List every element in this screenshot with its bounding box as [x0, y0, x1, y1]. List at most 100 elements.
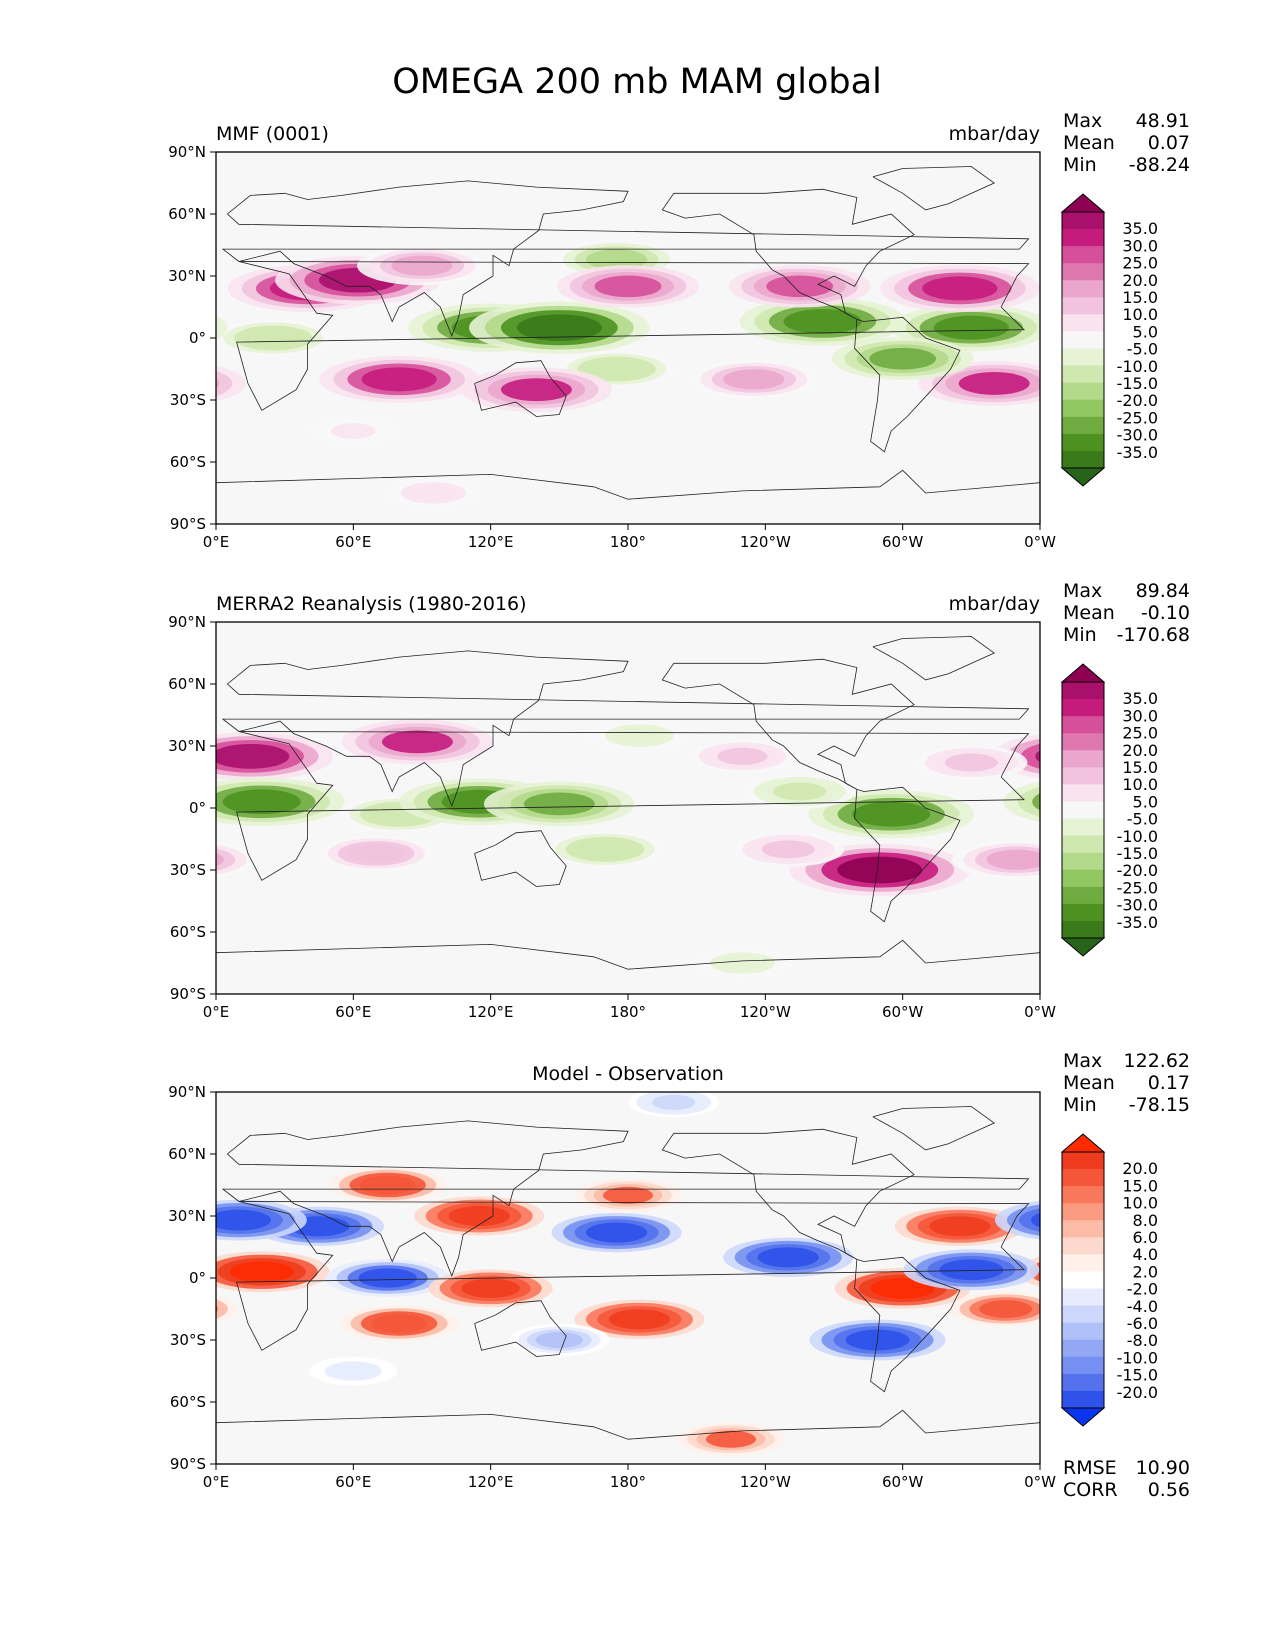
colorbar-label: -35.0: [1117, 913, 1158, 932]
panel-model: 0°E 60°E 120°E 180° 120°W 60°W 0°W 90°N 60°N 30°N…: [110, 110, 1190, 551]
colorbar-label: 6.0: [1133, 1228, 1158, 1247]
colorbar-label: 20.0: [1122, 1159, 1158, 1178]
field-blob-wrap-north_atlantic_subtropics: [121, 754, 174, 772]
stat-mean-label: Mean: [1063, 1072, 1115, 1094]
field-blob-wrap-atlantic_itcz: [91, 1253, 203, 1287]
field-blob-north_pacific_jet: [585, 249, 648, 270]
colorbar-label: 35.0: [1122, 689, 1158, 708]
colorbar-label: -6.0: [1127, 1314, 1158, 1333]
colorbar-label: 2.0: [1133, 1262, 1158, 1281]
y-tick-label: 90°N: [168, 613, 206, 631]
y-tick-label: 60°S: [170, 1393, 206, 1411]
y-tick-label: 60°N: [168, 1145, 206, 1163]
field-blob-west_pacific_warm_pool: [516, 314, 602, 342]
colorbar-label: 20.0: [1122, 271, 1158, 290]
colorbar-segment: [1062, 920, 1104, 939]
coastline-0: [236, 731, 1030, 881]
colorbar-label: 10.0: [1122, 1194, 1158, 1213]
figure-title: OMEGA 200 mb MAM global: [392, 62, 882, 102]
stat-mean-label: Mean: [1063, 132, 1115, 154]
colorbar-segment: [1062, 869, 1104, 888]
field-blob-wrap-tropical_africa: [1032, 793, 1040, 811]
stat-min-value: -78.15: [1129, 1094, 1190, 1116]
colorbar-label: -5.0: [1127, 340, 1158, 359]
colorbar-label: -10.0: [1117, 1348, 1158, 1367]
colorbar-segment: [1062, 331, 1104, 350]
panel-center-title: Model - Observation: [532, 1063, 724, 1085]
panel-difference: 0°E 60°E 120°E 180° 120°W 60°W 0°W 90°N 60°N 30°N…: [91, 1050, 1190, 1501]
field-blob-eastern_pacific_itcz: [773, 782, 827, 801]
corr-label: CORR: [1063, 1479, 1118, 1501]
colorbar-label: -8.0: [1127, 1331, 1158, 1350]
panel-left-title: MMF (0001): [216, 123, 329, 145]
colorbar-segment: [1062, 1237, 1104, 1255]
colorbar-label: -5.0: [1127, 810, 1158, 829]
colorbar-label: -15.0: [1117, 844, 1158, 863]
field-layer: [110, 239, 1040, 509]
colorbar-segment: [1062, 433, 1104, 452]
colorbar-segment: [1062, 212, 1104, 230]
x-tick-label: 120°W: [740, 533, 791, 551]
x-tick-label: 120°E: [468, 1003, 514, 1021]
colorbar-label: 5.0: [1133, 792, 1158, 811]
field-blob-wrap-tropical_africa: [1017, 786, 1040, 817]
colorbar-segment: [1062, 1390, 1104, 1409]
field-blob-antarctic_pacific: [706, 1430, 756, 1448]
y-tick-label: 90°N: [168, 143, 206, 161]
field-blob-southern_ocean_ne: [331, 423, 376, 439]
field-blob-spcz: [588, 359, 646, 379]
coastlines: [216, 636, 1040, 970]
y-tick-label: 30°N: [168, 267, 206, 285]
colorbar-label: 15.0: [1122, 1176, 1158, 1195]
colorbar-label: -4.0: [1127, 1297, 1158, 1316]
colorbar-label: -25.0: [1117, 878, 1158, 897]
field-blob-arctic_pacific: [652, 1094, 696, 1110]
field-blob-antarctic_rim: [409, 484, 458, 502]
colorbar-segment: [1062, 246, 1104, 264]
field-blob-wrap-atlantic_itcz: [103, 1256, 191, 1284]
coastline-3: [854, 316, 961, 453]
x-tick-label: 0°W: [1024, 533, 1056, 551]
field-blob-east_asia: [448, 1205, 510, 1227]
field-blob-amazon: [852, 801, 931, 827]
rmse-label: RMSE: [1063, 1457, 1117, 1479]
field-blob-amazon: [870, 1277, 935, 1299]
coastline-5: [872, 636, 995, 681]
stat-min-value: -88.24: [1129, 154, 1190, 176]
field-blob-wrap-atlantic_itcz: [115, 1259, 179, 1280]
x-tick-label: 120°W: [740, 1473, 791, 1491]
x-tick-label: 180°: [610, 1473, 646, 1491]
colorbar-label: 15.0: [1122, 288, 1158, 307]
coastlines: [216, 166, 1040, 500]
coastline-5: [872, 1106, 995, 1151]
colorbar-label: -20.0: [1117, 391, 1158, 410]
colorbar-segment: [1062, 1152, 1104, 1170]
coastline-3: [854, 1256, 961, 1393]
x-tick-label: 180°: [610, 533, 646, 551]
field-blob-tropical_africa: [229, 1261, 294, 1283]
colorbar-segment: [1062, 835, 1104, 854]
colorbar-extend-max: [1060, 193, 1106, 213]
colorbar-segment: [1062, 1356, 1104, 1375]
field-blob-north_pacific_subtropics: [585, 1222, 648, 1243]
field-blob-wrap-atlantic_itcz: [216, 315, 228, 340]
field-blob-wrap-atlantic_itcz: [110, 316, 185, 340]
colorbar-label: -25.0: [1117, 408, 1158, 427]
colorbar-label: -10.0: [1117, 357, 1158, 376]
field-blob-north_atlantic_subtropics: [929, 1216, 991, 1237]
colorbar-segment: [1062, 314, 1104, 332]
field-blob-wrap-south_atlantic: [216, 370, 233, 397]
colorbar-segment: [1062, 699, 1104, 717]
field-blob-wrap-north_africa_west: [1030, 1212, 1040, 1228]
y-tick-label: 60°S: [170, 923, 206, 941]
field-blob-south_indian_ocean: [371, 1314, 427, 1333]
coastline-1: [221, 1120, 1030, 1278]
y-tick-label: 90°N: [168, 1083, 206, 1101]
colorbar-segment: [1062, 1305, 1104, 1324]
coastline-2: [474, 360, 567, 417]
x-tick-label: 180°: [610, 1003, 646, 1021]
colorbar-segment: [1062, 733, 1104, 751]
colorbar-segment: [1062, 784, 1104, 802]
field-blob-tropical_africa: [244, 328, 302, 348]
y-tick-label: 30°N: [168, 737, 206, 755]
